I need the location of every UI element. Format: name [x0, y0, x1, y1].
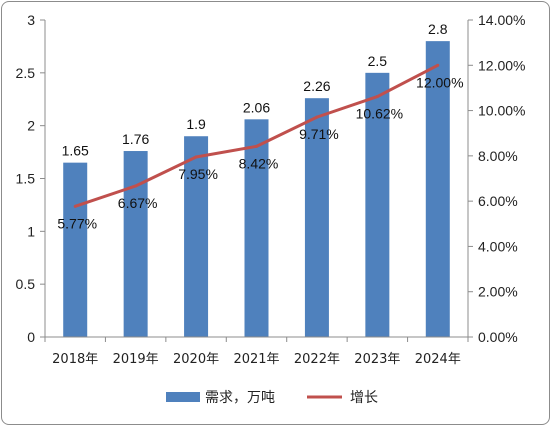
bar-value-label: 1.76 [122, 131, 149, 147]
bar-value-label: 2.5 [368, 53, 388, 69]
left-tick-label: 3 [27, 12, 35, 28]
x-tick-label: 2019年 [113, 352, 159, 367]
line-value-label: 5.77% [57, 215, 97, 231]
line-point [194, 155, 198, 159]
x-tick-label: 2022年 [294, 352, 340, 367]
right-y-axis: 0.00% 2.00% 4.00% 6.00% 8.00% 10.00% 12.00% 14.… [467, 12, 525, 345]
bar [63, 162, 88, 337]
x-tick-label: 2021年 [233, 352, 279, 367]
bar-value-label: 2.06 [243, 99, 270, 115]
left-tick-label: 1 [27, 223, 35, 239]
bar-value-label: 2.8 [428, 21, 448, 37]
line-point [375, 95, 379, 99]
line-point [315, 115, 319, 119]
line-series [73, 63, 440, 208]
line-point [255, 144, 258, 148]
left-tick-label: 1.5 [16, 171, 36, 187]
bar [304, 98, 329, 338]
line-data-labels: 5.77% 6.67% 7.95% 8.42% 9.71% 10.62% 12.00% [57, 74, 463, 231]
line-point [134, 184, 138, 188]
line-value-label: 7.95% [178, 166, 218, 182]
x-tick-label: 2024年 [415, 352, 461, 367]
left-tick-label: 0 [27, 329, 35, 345]
right-tick-label: 4.00% [478, 238, 518, 254]
x-axis: 2018年 2019年 2020年 2021年 2022年 2023年 2024年 [44, 336, 469, 367]
bar-data-labels: 1.65 1.76 1.9 2.06 2.26 2.5 2.8 [62, 21, 448, 159]
left-y-axis: 0 0.5 1 1.5 2 2.5 3 [16, 12, 46, 345]
bar-value-label: 2.26 [303, 78, 330, 94]
legend-bar-swatch [166, 392, 200, 402]
right-tick-label: 12.00% [478, 57, 525, 73]
line-value-label: 12.00% [416, 74, 463, 90]
bar [244, 119, 269, 338]
line-point [436, 63, 440, 67]
legend-line-label: 增长 [350, 390, 378, 406]
bar [425, 41, 450, 338]
right-tick-label: 0.00% [478, 329, 518, 345]
left-tick-label: 2.5 [16, 65, 36, 81]
line-value-label: 8.42% [239, 155, 279, 171]
line-value-label: 9.71% [299, 126, 339, 142]
x-tick-label: 2020年 [173, 352, 219, 367]
line-value-label: 6.67% [118, 195, 158, 211]
left-tick-label: 0.5 [16, 276, 36, 292]
right-tick-label: 10.00% [478, 103, 525, 119]
line-value-label: 10.62% [356, 106, 403, 122]
left-tick-label: 2 [27, 118, 35, 134]
right-tick-label: 6.00% [478, 193, 518, 209]
bar-series [63, 41, 450, 338]
right-tick-label: 8.00% [478, 148, 518, 164]
x-tick-label: 2018年 [52, 352, 98, 367]
legend: 需求，万吨 增长 [166, 390, 378, 406]
right-tick-label: 2.00% [478, 284, 518, 300]
bar [123, 151, 148, 337]
bar-value-label: 1.65 [62, 143, 89, 159]
legend-bar-label: 需求，万吨 [205, 390, 275, 406]
x-tick-label: 2023年 [354, 352, 400, 367]
bar [365, 72, 390, 337]
bar [184, 136, 209, 337]
right-tick-label: 14.00% [478, 12, 525, 28]
bar-value-label: 1.9 [186, 116, 206, 132]
line-point [73, 204, 77, 208]
